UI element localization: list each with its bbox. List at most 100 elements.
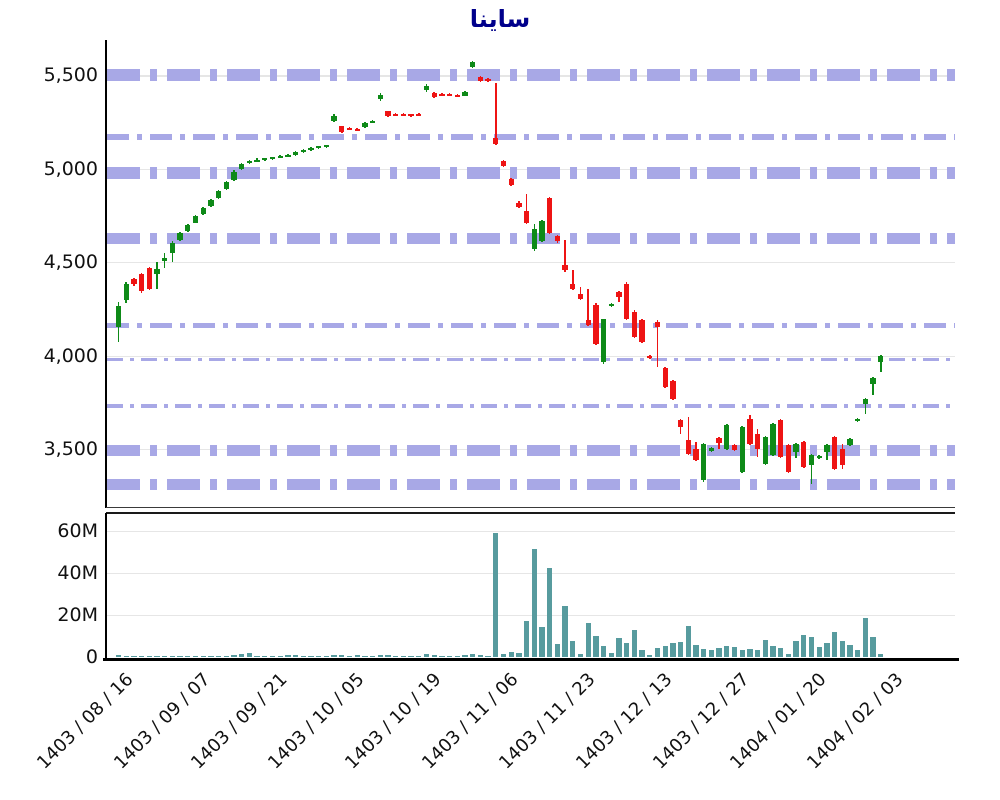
volume-y-axis-spine [105, 513, 108, 659]
candle-wick [687, 416, 690, 456]
volume-bar [762, 639, 768, 657]
volume-bar [493, 532, 499, 657]
candle-body [346, 128, 353, 131]
volume-tick-label: 20M [57, 603, 98, 626]
volume-bar [200, 655, 206, 657]
candle-wick [656, 320, 659, 368]
candle-body [439, 93, 445, 96]
volume-bar [262, 656, 268, 657]
candle-body [816, 456, 822, 459]
volume-bar [138, 655, 145, 657]
volume-bar [624, 643, 630, 657]
volume-bar [677, 642, 684, 657]
volume-bar [362, 655, 368, 657]
volume-bar [339, 655, 345, 657]
volume-bar [208, 656, 214, 657]
volume-bar [862, 618, 869, 657]
candle-body [585, 320, 591, 326]
volume-tick-label: 40M [57, 561, 98, 584]
candle-wick [579, 286, 582, 300]
candle-body [269, 157, 276, 160]
candle-body [724, 424, 730, 450]
candle-body [770, 424, 776, 456]
volume-bar [254, 655, 260, 657]
candle-body [138, 274, 145, 292]
candle-body [747, 419, 753, 445]
candle-body [778, 419, 784, 458]
volume-bar [131, 656, 137, 657]
candle-body [239, 163, 245, 169]
volume-bar [731, 647, 738, 657]
candle-body [531, 229, 537, 249]
candle-body [608, 303, 614, 307]
candle-body [654, 322, 661, 328]
candle-body [208, 200, 214, 207]
candle-body [739, 427, 745, 473]
candle-body [878, 356, 884, 363]
candle-body [554, 236, 561, 242]
candle-body [570, 283, 576, 289]
volume-bar [724, 646, 730, 657]
volume-bar [816, 647, 822, 657]
candle-body [862, 398, 869, 404]
candle-body [685, 440, 691, 455]
candle-body [431, 92, 437, 97]
volume-x-axis-spine [103, 658, 959, 662]
price-y-axis-spine [105, 40, 108, 508]
candle-body [316, 146, 322, 149]
volume-bar [793, 641, 799, 657]
volume-bar [808, 637, 815, 657]
candle-body [708, 448, 715, 452]
volume-bar [470, 653, 476, 657]
volume-bar [215, 655, 222, 657]
candle-wick [156, 262, 158, 290]
volume-bar [870, 637, 876, 657]
candle-body [377, 94, 383, 100]
price-tick-label: 3,500 [43, 438, 98, 461]
volume-bar [554, 644, 561, 657]
candle-body [701, 444, 707, 481]
volume-bar [631, 629, 638, 657]
volume-bar [508, 651, 514, 657]
candle-body [393, 113, 399, 116]
candle-body [516, 202, 522, 208]
volume-bar [801, 634, 807, 657]
candle-body [855, 418, 861, 422]
volume-bar [154, 655, 160, 657]
candle-body [215, 191, 222, 198]
candle-body [231, 171, 237, 181]
volume-bar [269, 655, 276, 657]
candle-body [670, 381, 676, 399]
candle-body [200, 208, 206, 215]
candle-body [400, 113, 407, 116]
candle-body [154, 269, 160, 275]
volume-bar [177, 656, 183, 657]
candle-body [847, 438, 853, 445]
price-tick-label: 4,500 [43, 251, 98, 274]
candle-body [870, 378, 876, 385]
candle-wick [495, 83, 497, 146]
volume-bar [316, 655, 322, 657]
candle-body [839, 449, 845, 465]
candle-body [824, 445, 830, 453]
volume-bar [577, 653, 584, 657]
candle-wick [872, 377, 874, 395]
volume-bar [169, 655, 176, 657]
volume-bar [516, 652, 522, 657]
candle-body [624, 283, 630, 320]
candle-wick [810, 453, 813, 485]
volume-bar [839, 640, 845, 657]
volume-bar [162, 656, 168, 657]
volume-bar [716, 647, 722, 657]
candle-body [662, 368, 668, 387]
volume-bar [346, 655, 353, 657]
volume-bar [500, 653, 507, 657]
volume-bar [616, 638, 622, 657]
candle-body [500, 161, 507, 166]
volume-bar [185, 656, 191, 657]
candle-body [408, 114, 414, 117]
candle-body [547, 197, 553, 233]
support-resistance-line [107, 323, 955, 329]
volume-bar [600, 646, 607, 657]
volume-bar [878, 653, 884, 657]
